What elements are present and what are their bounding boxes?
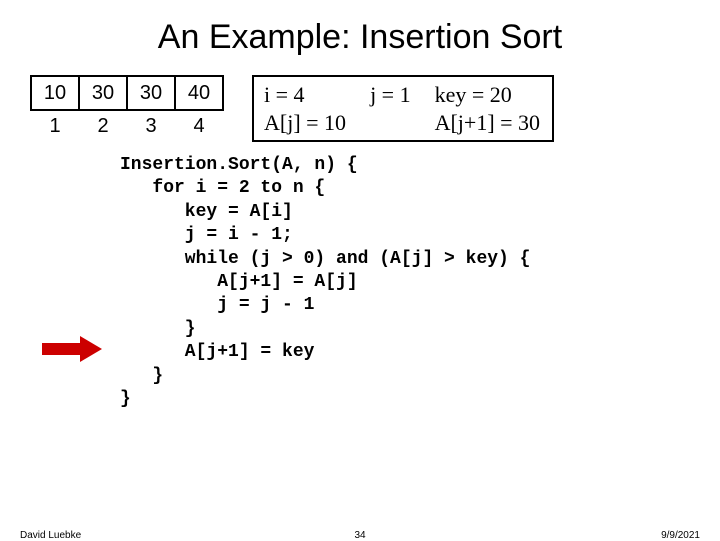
top-row: 10 30 30 40 1 2 3 4 i = 4 j = 1 key = 20… — [30, 75, 692, 142]
current-line-arrow-icon — [42, 338, 104, 360]
var-aj: A[j] = 10 — [264, 109, 346, 137]
array-block: 10 30 30 40 1 2 3 4 — [30, 75, 224, 138]
array-index: 3 — [126, 115, 176, 138]
array-cell: 30 — [126, 75, 176, 111]
array-cell: 40 — [174, 75, 224, 111]
var-i: i = 4 — [264, 81, 346, 109]
var-key: key = 20 — [435, 81, 540, 109]
slide: An Example: Insertion Sort 10 30 30 40 1… — [0, 0, 720, 540]
footer-date: 9/9/2021 — [661, 530, 700, 541]
array-index: 1 — [30, 115, 80, 138]
array-cells: 10 30 30 40 — [30, 75, 224, 111]
array-cell: 10 — [30, 75, 80, 111]
array-cell: 30 — [78, 75, 128, 111]
slide-title: An Example: Insertion Sort — [28, 18, 692, 57]
array-indices: 1 2 3 4 — [30, 115, 224, 138]
array-index: 2 — [78, 115, 128, 138]
footer-page: 34 — [0, 530, 720, 541]
code-listing: Insertion.Sort(A, n) { for i = 2 to n { … — [120, 154, 692, 411]
var-aj1: A[j+1] = 30 — [435, 109, 540, 137]
var-j: j = 1 — [370, 81, 411, 109]
code-region: Insertion.Sort(A, n) { for i = 2 to n { … — [120, 154, 692, 411]
array-index: 4 — [174, 115, 224, 138]
variables-box: i = 4 j = 1 key = 20 A[j] = 10 A[j+1] = … — [252, 75, 554, 142]
